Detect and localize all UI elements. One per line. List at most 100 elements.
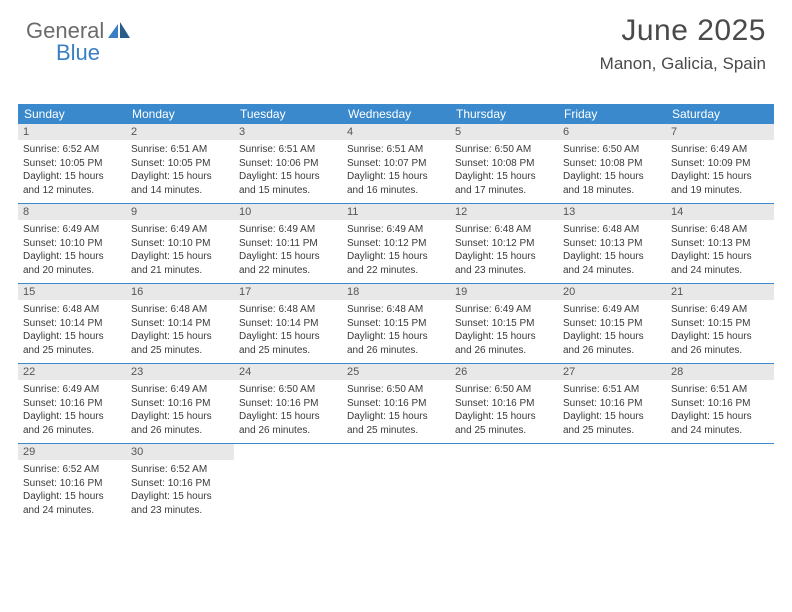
sunset-line: Sunset: 10:15 PM <box>347 317 445 331</box>
sunrise-line: Sunrise: 6:49 AM <box>671 303 769 317</box>
sunset-line: Sunset: 10:16 PM <box>131 397 229 411</box>
sunset-line: Sunset: 10:16 PM <box>671 397 769 411</box>
day-cell: 17Sunrise: 6:48 AMSunset: 10:14 PMDaylig… <box>234 284 342 363</box>
day-cell: 9Sunrise: 6:49 AMSunset: 10:10 PMDayligh… <box>126 204 234 283</box>
day-cell: 11Sunrise: 6:49 AMSunset: 10:12 PMDaylig… <box>342 204 450 283</box>
day-cell: 25Sunrise: 6:50 AMSunset: 10:16 PMDaylig… <box>342 364 450 443</box>
day-cell <box>450 444 558 523</box>
day-cell <box>666 444 774 523</box>
sunrise-line: Sunrise: 6:49 AM <box>347 223 445 237</box>
daylight-line: Daylight: 15 hours and 23 minutes. <box>455 250 553 277</box>
day-number: 12 <box>450 204 558 220</box>
sunset-line: Sunset: 10:15 PM <box>455 317 553 331</box>
day-number: 25 <box>342 364 450 380</box>
day-number: 18 <box>342 284 450 300</box>
logo-text-blue: Blue <box>56 40 100 66</box>
sunset-line: Sunset: 10:08 PM <box>563 157 661 171</box>
day-info: Sunrise: 6:50 AMSunset: 10:16 PMDaylight… <box>234 380 342 443</box>
sunrise-line: Sunrise: 6:50 AM <box>563 143 661 157</box>
day-header: Saturday <box>666 104 774 124</box>
day-number: 11 <box>342 204 450 220</box>
daylight-line: Daylight: 15 hours and 23 minutes. <box>131 490 229 517</box>
daylight-line: Daylight: 15 hours and 26 minutes. <box>239 410 337 437</box>
day-number: 2 <box>126 124 234 140</box>
day-header: Monday <box>126 104 234 124</box>
sunrise-line: Sunrise: 6:48 AM <box>239 303 337 317</box>
sunrise-line: Sunrise: 6:50 AM <box>455 143 553 157</box>
day-number: 8 <box>18 204 126 220</box>
day-info: Sunrise: 6:49 AMSunset: 10:16 PMDaylight… <box>126 380 234 443</box>
sunrise-line: Sunrise: 6:50 AM <box>239 383 337 397</box>
day-number: 28 <box>666 364 774 380</box>
day-number: 10 <box>234 204 342 220</box>
day-info: Sunrise: 6:50 AMSunset: 10:08 PMDaylight… <box>558 140 666 203</box>
daylight-line: Daylight: 15 hours and 20 minutes. <box>23 250 121 277</box>
day-number: 15 <box>18 284 126 300</box>
day-info: Sunrise: 6:51 AMSunset: 10:16 PMDaylight… <box>558 380 666 443</box>
day-header: Sunday <box>18 104 126 124</box>
day-cell: 27Sunrise: 6:51 AMSunset: 10:16 PMDaylig… <box>558 364 666 443</box>
day-cell: 16Sunrise: 6:48 AMSunset: 10:14 PMDaylig… <box>126 284 234 363</box>
day-info: Sunrise: 6:49 AMSunset: 10:15 PMDaylight… <box>450 300 558 363</box>
sunrise-line: Sunrise: 6:50 AM <box>347 383 445 397</box>
sunset-line: Sunset: 10:13 PM <box>563 237 661 251</box>
day-cell: 29Sunrise: 6:52 AMSunset: 10:16 PMDaylig… <box>18 444 126 523</box>
day-info: Sunrise: 6:52 AMSunset: 10:16 PMDaylight… <box>126 460 234 523</box>
day-cell <box>342 444 450 523</box>
sunrise-line: Sunrise: 6:51 AM <box>347 143 445 157</box>
week-row: 29Sunrise: 6:52 AMSunset: 10:16 PMDaylig… <box>18 444 774 523</box>
daylight-line: Daylight: 15 hours and 25 minutes. <box>131 330 229 357</box>
sunset-line: Sunset: 10:11 PM <box>239 237 337 251</box>
day-info: Sunrise: 6:49 AMSunset: 10:09 PMDaylight… <box>666 140 774 203</box>
sunrise-line: Sunrise: 6:49 AM <box>23 223 121 237</box>
week-row: 15 Sunrise: 6:48 AMSunset: 10:14 PMDaylig… <box>18 284 774 364</box>
sunset-line: Sunset: 10:10 PM <box>131 237 229 251</box>
day-cell: 14Sunrise: 6:48 AMSunset: 10:13 PMDaylig… <box>666 204 774 283</box>
daylight-line: Daylight: 15 hours and 25 minutes. <box>23 330 121 357</box>
day-info: Sunrise: 6:51 AMSunset: 10:07 PMDaylight… <box>342 140 450 203</box>
day-cell: 30Sunrise: 6:52 AMSunset: 10:16 PMDaylig… <box>126 444 234 523</box>
day-cell: 1Sunrise: 6:52 AMSunset: 10:05 PMDayligh… <box>18 124 126 203</box>
sunrise-line: Sunrise: 6:51 AM <box>671 383 769 397</box>
day-cell: 19Sunrise: 6:49 AMSunset: 10:15 PMDaylig… <box>450 284 558 363</box>
sunset-line: Sunset: 10:13 PM <box>671 237 769 251</box>
day-cell: 12Sunrise: 6:48 AMSunset: 10:12 PMDaylig… <box>450 204 558 283</box>
day-cell: 26Sunrise: 6:50 AMSunset: 10:16 PMDaylig… <box>450 364 558 443</box>
day-cell: 7Sunrise: 6:49 AMSunset: 10:09 PMDayligh… <box>666 124 774 203</box>
day-header: Thursday <box>450 104 558 124</box>
day-cell <box>558 444 666 523</box>
day-info: Sunrise: 6:49 AMSunset: 10:12 PMDaylight… <box>342 220 450 283</box>
header: June 2025 Manon, Galicia, Spain <box>600 14 766 74</box>
sunset-line: Sunset: 10:16 PM <box>23 477 121 491</box>
sunrise-line: Sunrise: 6:51 AM <box>131 143 229 157</box>
day-number: 22 <box>18 364 126 380</box>
daylight-line: Daylight: 15 hours and 26 minutes. <box>455 330 553 357</box>
day-info: Sunrise: 6:50 AMSunset: 10:08 PMDaylight… <box>450 140 558 203</box>
sunset-line: Sunset: 10:16 PM <box>239 397 337 411</box>
daylight-line: Daylight: 15 hours and 18 minutes. <box>563 170 661 197</box>
sunrise-line: Sunrise: 6:52 AM <box>23 463 121 477</box>
day-cell: 6Sunrise: 6:50 AMSunset: 10:08 PMDayligh… <box>558 124 666 203</box>
sunrise-line: Sunrise: 6:51 AM <box>239 143 337 157</box>
daylight-line: Daylight: 15 hours and 24 minutes. <box>671 250 769 277</box>
daylight-line: Daylight: 15 hours and 26 minutes. <box>23 410 121 437</box>
day-number: 6 <box>558 124 666 140</box>
sunrise-line: Sunrise: 6:49 AM <box>239 223 337 237</box>
sunset-line: Sunset: 10:16 PM <box>455 397 553 411</box>
daylight-line: Daylight: 15 hours and 26 minutes. <box>131 410 229 437</box>
daylight-line: Daylight: 15 hours and 25 minutes. <box>563 410 661 437</box>
sunrise-line: Sunrise: 6:52 AM <box>23 143 121 157</box>
day-cell: 2Sunrise: 6:51 AMSunset: 10:05 PMDayligh… <box>126 124 234 203</box>
page-title: June 2025 <box>600 14 766 48</box>
logo: General Blue <box>26 18 130 44</box>
day-number: 26 <box>450 364 558 380</box>
day-cell: 23Sunrise: 6:49 AMSunset: 10:16 PMDaylig… <box>126 364 234 443</box>
day-info: Sunrise: 6:48 AMSunset: 10:14 PMDaylight… <box>234 300 342 363</box>
daylight-line: Daylight: 15 hours and 24 minutes. <box>23 490 121 517</box>
calendar: Sunday Monday Tuesday Wednesday Thursday… <box>18 104 774 523</box>
day-info: Sunrise: 6:51 AMSunset: 10:05 PMDaylight… <box>126 140 234 203</box>
daylight-line: Daylight: 15 hours and 16 minutes. <box>347 170 445 197</box>
day-number: 9 <box>126 204 234 220</box>
daylight-line: Daylight: 15 hours and 26 minutes. <box>563 330 661 357</box>
day-info: Sunrise: 6:49 AMSunset: 10:11 PMDaylight… <box>234 220 342 283</box>
